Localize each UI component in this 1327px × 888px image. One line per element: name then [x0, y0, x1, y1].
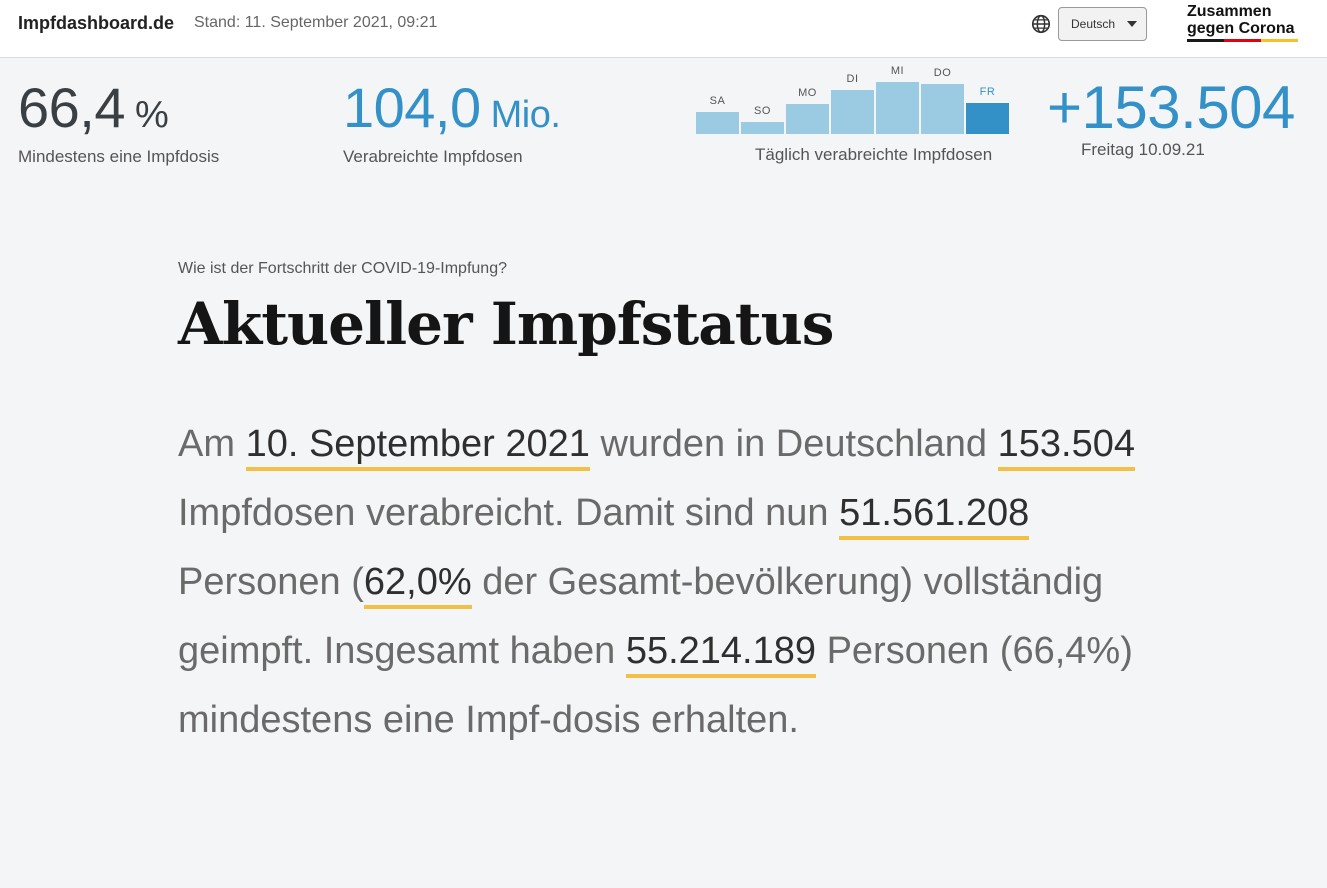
stat-doses-total: 104,0 Mio. Verabreichte Impfdosen	[343, 76, 561, 167]
top-bar: Impfdashboard.de Stand: 11. September 20…	[0, 0, 1327, 58]
chart-bar-di	[831, 90, 874, 134]
zusammen-gegen-corona-logo[interactable]: Zusammen gegen Corona	[1187, 3, 1299, 42]
chart-bar-fr	[966, 103, 1009, 134]
page-title: Aktueller Impfstatus	[178, 290, 834, 358]
stat-doses-total-value: 104,0	[343, 76, 481, 139]
site-name-link[interactable]: Impfdashboard.de	[18, 13, 175, 33]
daily-doses-caption: Täglich verabreichte Impfdosen	[755, 145, 993, 164]
chart-bar-label-fr: FR	[979, 86, 996, 98]
text-fragment: Personen (66,4%) mindestens eine Impf-do…	[178, 630, 1133, 741]
text-fragment: Impfdosen verabreicht. Damit sind nun	[178, 492, 840, 534]
globe-icon[interactable]	[1030, 13, 1052, 35]
chevron-down-icon	[1127, 21, 1137, 27]
logo-flag-stripes	[1187, 39, 1298, 42]
chart-bar-label-do: DO	[933, 67, 952, 79]
highlight-daily-doses: 153.504	[997, 423, 1135, 471]
highlight-first-dose-count: 55.214.189	[625, 630, 817, 678]
logo-line-2: gegen Corona	[1187, 20, 1295, 37]
chart-bar-label-di: DI	[846, 73, 859, 85]
text-fragment: Am	[178, 423, 246, 465]
stat-doses-total-label: Verabreichte Impfdosen	[343, 147, 523, 166]
chart-bar-label-mo: MO	[798, 87, 817, 99]
language-select-value: Deutsch	[1071, 17, 1116, 31]
chart-bar-mo	[786, 104, 829, 134]
text-fragment: Personen (	[178, 561, 364, 603]
text-fragment: wurden in Deutschland	[589, 423, 998, 465]
chart-bar-label-sa: SA	[709, 95, 726, 107]
daily-doses-chart: SA SO MO DI MI DO FR	[696, 62, 1012, 134]
stat-first-dose-label: Mindestens eine Impfdosis	[18, 147, 220, 166]
highlight-fully-vaccinated-percent: 62,0%	[363, 561, 472, 609]
chart-bar-label-so: SO	[754, 105, 771, 117]
data-timestamp: Stand: 11. September 2021, 09:21	[194, 14, 438, 31]
stat-daily: +153.504 Freitag 10.09.21	[1047, 78, 1295, 160]
chart-bar-label-mi: MI	[890, 65, 905, 77]
status-paragraph: Am 10. September 2021 wurden in Deutschl…	[178, 410, 1158, 755]
stat-first-dose-unit: %	[135, 94, 169, 136]
chart-bar-mi	[876, 82, 919, 134]
language-select[interactable]: Deutsch	[1058, 7, 1147, 41]
logo-line-1: Zusammen	[1187, 3, 1272, 20]
section-question: Wie ist der Fortschritt der COVID-19-Imp…	[178, 260, 507, 277]
chart-bar-do	[921, 84, 964, 134]
stat-doses-total-unit: Mio.	[490, 94, 561, 136]
stat-first-dose-value: 66,4	[18, 76, 126, 139]
highlight-date: 10. September 2021	[245, 423, 590, 471]
chart-bar-so	[741, 122, 784, 134]
text-fragment: der Gesamt-bevölkerung) vollständig geim…	[178, 561, 1104, 672]
stat-daily-value: +153.504	[1047, 74, 1295, 141]
stat-daily-label: Freitag 10.09.21	[1081, 140, 1205, 159]
stat-first-dose: 66,4% Mindestens eine Impfdosis	[18, 78, 219, 167]
chart-bar-sa	[696, 112, 739, 134]
highlight-fully-vaccinated: 51.561.208	[839, 492, 1030, 540]
